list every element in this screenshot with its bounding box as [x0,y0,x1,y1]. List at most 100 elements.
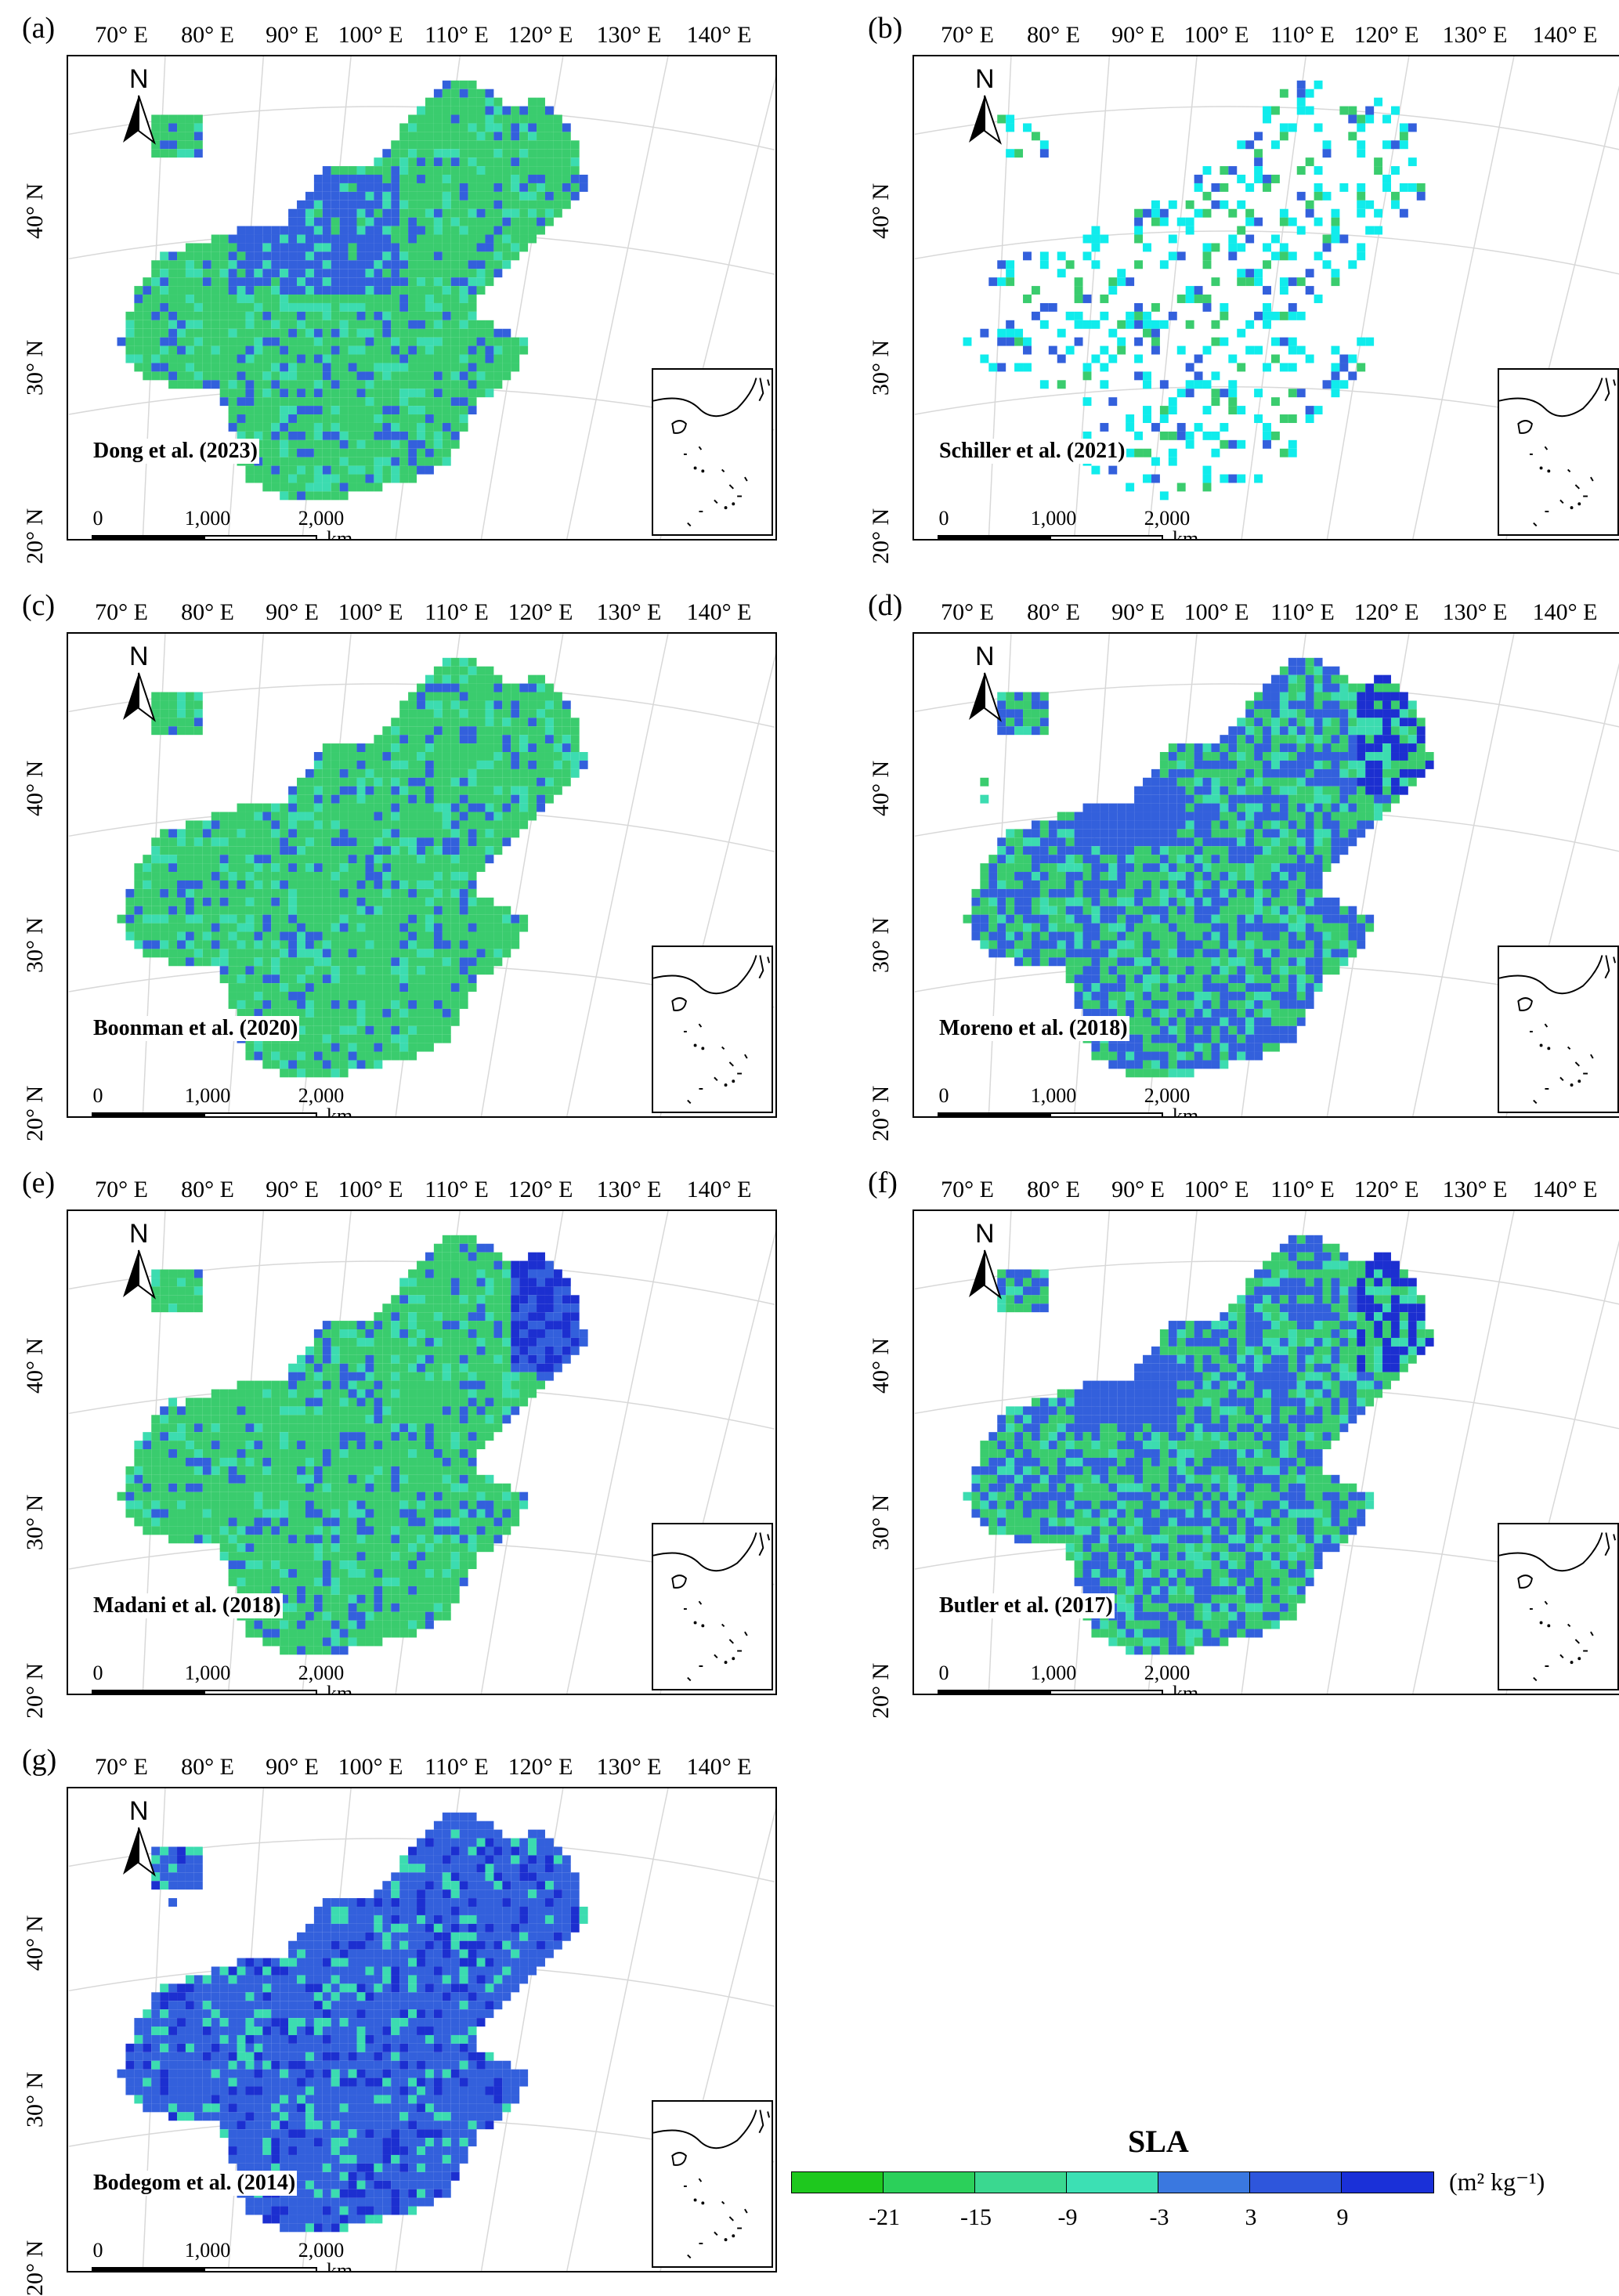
south-china-sea-inset [652,2100,773,2268]
longitude-tick: 110° E [1270,22,1335,48]
longitude-tick: 130° E [596,1177,662,1202]
latitude-tick: 30° N [22,917,48,973]
map-panel-d: (d) 70° E 80° E 90° E 100° E 110° E 120° E 130°… [868,589,1619,1141]
map-panel-c: (c) 70° E 80° E 90° E 100° E 110° E 120° E 130°… [22,589,783,1141]
legend-swatch [884,2172,975,2193]
scale-bar: 0 1,000 2,000 km [92,1661,374,1694]
south-china-sea-inset [652,946,773,1113]
longitude-tick: 110° E [425,1754,489,1780]
longitude-tick: 80° E [181,599,234,625]
data-source-label: Boonman et al. (2020) [92,1016,300,1041]
south-china-sea-inset [1498,946,1619,1113]
scale-bar-white [204,1112,317,1116]
longitude-tick: 90° E [266,1177,319,1202]
longitude-labels: 70° E 80° E 90° E 100° E 110° E 120° E 130° E 1… [912,22,1619,53]
longitude-tick: 70° E [941,599,994,625]
longitude-labels: 70° E 80° E 90° E 100° E 110° E 120° E 130° E 1… [912,1177,1619,1208]
north-arrow-icon: N [115,64,162,158]
scale-bar-white [1050,1112,1163,1116]
map-panel-a: (a) 70° E 80° E 90° E 100° E 110° E 120° E 130°… [22,12,783,564]
data-source-label: Moreno et al. (2018) [938,1016,1129,1041]
longitude-tick: 70° E [95,22,148,48]
longitude-tick: 80° E [1027,1177,1080,1202]
scale-tick: 0 [938,507,949,530]
legend-tick: -9 [1057,2204,1078,2230]
scale-bar-black [92,2267,205,2271]
sla-map [914,634,1619,1116]
longitude-tick: 110° E [1270,599,1335,625]
panel-letter: (c) [22,589,56,622]
scale-bar-black [92,535,205,539]
scale-bar-white [204,535,317,539]
map-panel-b: (b) 70° E 80° E 90° E 100° E 110° E 120° E 130°… [868,12,1619,564]
longitude-tick: 110° E [1270,1177,1335,1202]
north-letter: N [129,1796,149,1826]
latitude-tick: 30° N [22,339,48,396]
scale-bar-black [938,1112,1051,1116]
scale-bar: 0 1,000 2,000 km [938,1084,1220,1116]
map-frame: N Butler et al. (2017) 0 1,000 2,000 km [912,1209,1619,1695]
longitude-tick: 100° E [338,22,403,48]
scale-bar: 0 1,000 2,000 km [92,2239,374,2271]
map-panel-e: (e) 70° E 80° E 90° E 100° E 110° E 120° E 130°… [22,1166,783,1719]
sla-pixels [117,1812,588,2233]
latitude-tick: 40° N [22,183,48,239]
latitude-tick: 20° N [868,1662,894,1719]
scale-tick: 2,000 [1144,1084,1191,1107]
sla-map [914,1211,1619,1694]
scale-tick: 1,000 [184,1661,231,1684]
longitude-tick: 100° E [1184,22,1249,48]
scale-tick: 0 [92,2239,103,2262]
longitude-tick: 120° E [1353,599,1419,625]
longitude-tick: 90° E [1111,1177,1165,1202]
scale-tick: 2,000 [1144,1661,1191,1684]
north-arrow-icon: N [961,642,1008,736]
longitude-tick: 130° E [596,599,662,625]
latitude-tick: 40° N [22,1915,48,1971]
scale-tick: 0 [938,1661,949,1684]
latitude-tick: 30° N [22,2071,48,2128]
sla-map [68,56,775,539]
panel-letter: (a) [22,12,56,45]
scale-unit: km [1173,527,1199,541]
legend-unit: (m² kg⁻¹) [1449,2168,1545,2196]
scale-tick: 1,000 [1030,1084,1077,1107]
scale-tick: 0 [92,507,103,530]
longitude-tick: 130° E [1442,599,1508,625]
longitude-labels: 70° E 80° E 90° E 100° E 110° E 120° E 130° E 1… [912,599,1619,631]
longitude-tick: 130° E [1442,22,1508,48]
north-letter: N [975,1219,995,1249]
sla-pixels [117,657,588,1078]
longitude-tick: 110° E [425,22,489,48]
legend-color-bar [791,2171,1434,2193]
latitude-tick: 40° N [868,183,894,239]
scale-tick: 0 [92,1661,103,1684]
longitude-tick: 110° E [425,1177,489,1202]
longitude-tick: 140° E [686,22,752,48]
legend-swatch [1342,2172,1433,2193]
legend-swatch [1158,2172,1250,2193]
longitude-tick: 140° E [1532,1177,1598,1202]
longitude-tick: 130° E [596,22,662,48]
scale-bar-black [92,1690,205,1694]
longitude-tick: 100° E [1184,599,1249,625]
longitude-tick: 70° E [95,599,148,625]
longitude-tick: 120° E [1353,1177,1419,1202]
legend-swatch [975,2172,1067,2193]
legend-tick: 9 [1336,2204,1349,2230]
sla-pixels [117,80,588,501]
longitude-tick: 80° E [181,1177,234,1202]
longitude-tick: 80° E [1027,22,1080,48]
longitude-tick: 80° E [1027,599,1080,625]
latitude-tick: 40° N [868,1337,894,1394]
panel-letter: (e) [22,1166,56,1199]
north-letter: N [975,642,995,671]
scale-bar-black [92,1112,205,1116]
sla-pixels [963,1235,1434,1655]
longitude-tick: 70° E [95,1754,148,1780]
map-frame: N Bodegom et al. (2014) 0 1,000 2,000 km [67,1787,777,2272]
scale-tick: 2,000 [1144,507,1191,530]
latitude-tick: 30° N [868,1494,894,1550]
legend-swatch [792,2172,884,2193]
longitude-tick: 140° E [686,1177,752,1202]
